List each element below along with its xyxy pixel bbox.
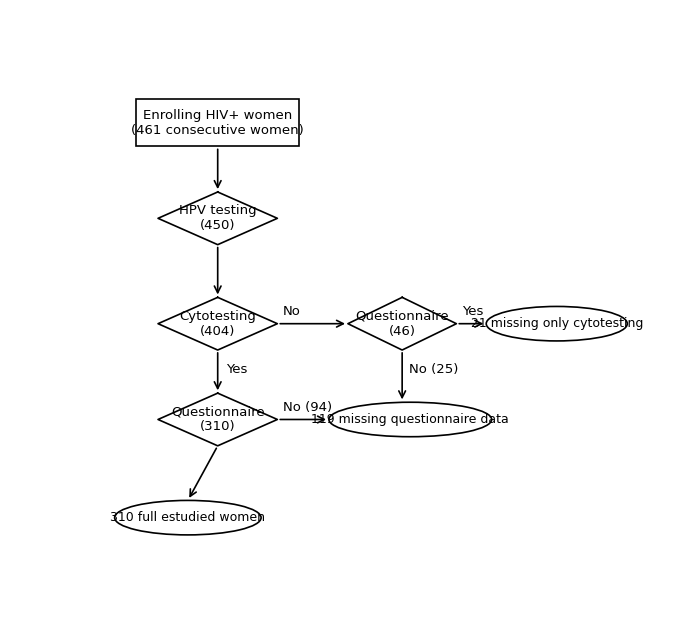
Text: HPV testing
(450): HPV testing (450): [179, 204, 256, 233]
Text: Questionnaire
(46): Questionnaire (46): [356, 310, 449, 338]
Text: Questionnaire
(310): Questionnaire (310): [171, 406, 265, 434]
Ellipse shape: [329, 402, 491, 437]
Text: Yes: Yes: [226, 363, 247, 376]
Ellipse shape: [486, 307, 627, 341]
Text: 310 full estudied women: 310 full estudied women: [111, 511, 265, 524]
Text: No (94): No (94): [283, 401, 332, 414]
Ellipse shape: [115, 501, 261, 535]
Text: No: No: [283, 305, 301, 318]
Text: 21 missing only cytotesting: 21 missing only cytotesting: [470, 317, 643, 330]
Text: Cytotesting
(404): Cytotesting (404): [179, 310, 256, 338]
Text: No (25): No (25): [409, 363, 458, 376]
Text: Enrolling HIV+ women
(461 consecutive women): Enrolling HIV+ women (461 consecutive wo…: [132, 108, 304, 137]
FancyBboxPatch shape: [136, 98, 299, 147]
Text: 119 missing questionnaire data: 119 missing questionnaire data: [312, 413, 509, 426]
Text: Yes: Yes: [462, 305, 483, 318]
